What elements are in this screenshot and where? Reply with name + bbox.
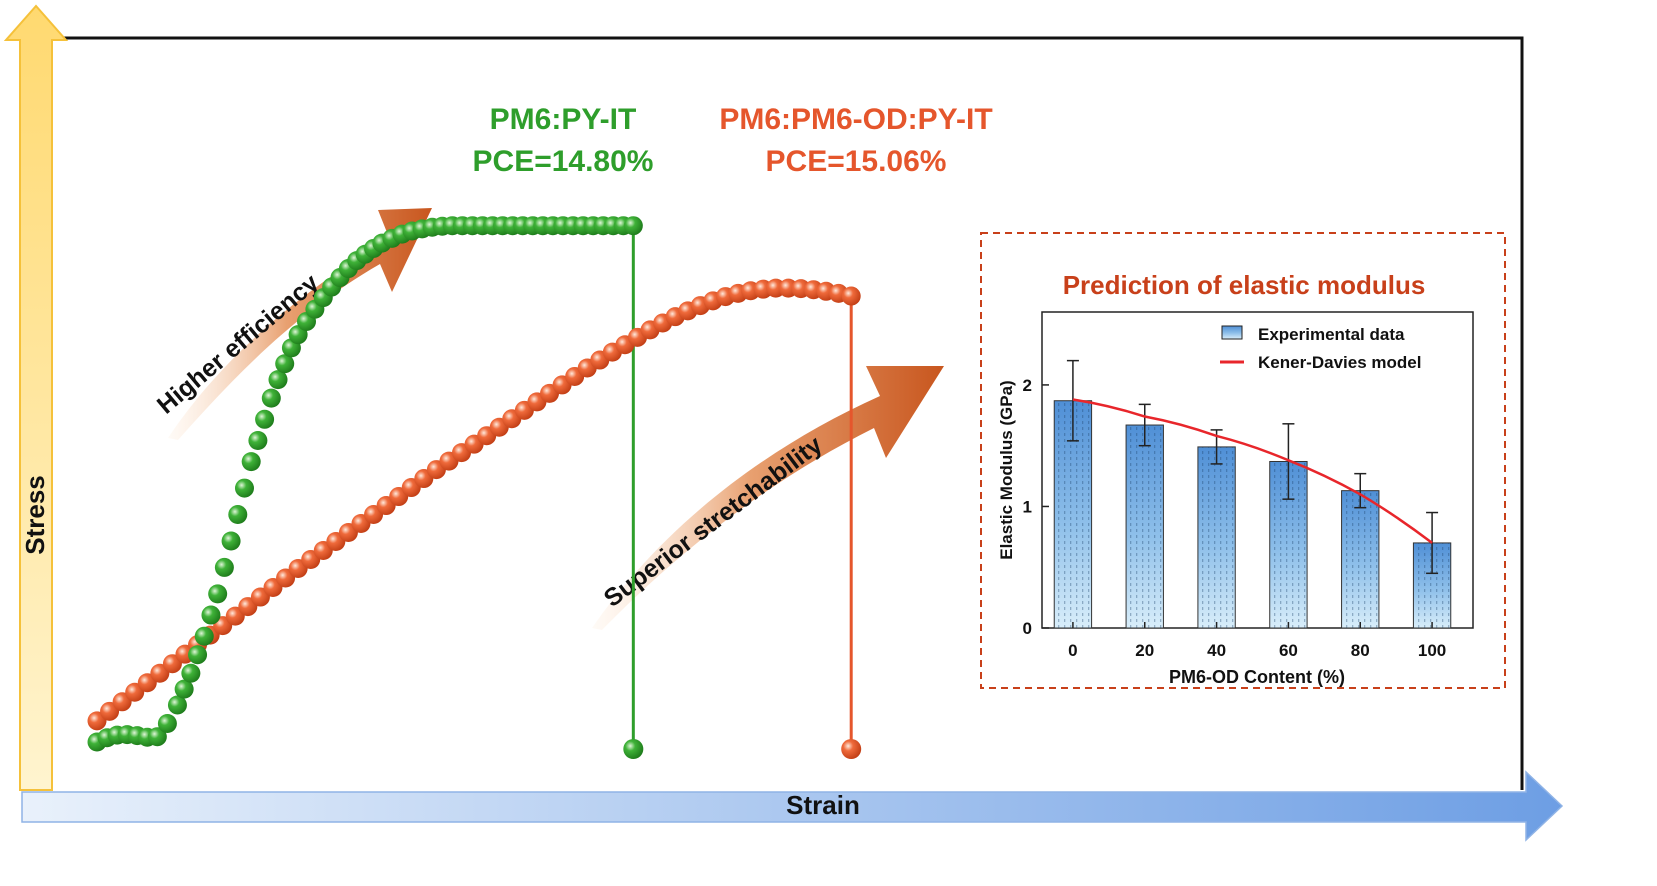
strain-axis-label: Strain	[786, 790, 860, 820]
break-point-pm6-pm6-od-py-it	[841, 739, 862, 759]
inset-legend: Experimental data Kener-Davies model	[1220, 325, 1421, 372]
legend-bar-label: Experimental data	[1258, 325, 1405, 344]
stress-axis-label: Stress	[20, 475, 50, 555]
series-name-pm6-pm6-od-py-it: PM6:PM6-OD:PY-IT	[719, 103, 992, 136]
data-point-pm6-py-it	[228, 505, 248, 525]
inset-bar-texture	[1126, 425, 1164, 628]
inset-error-bar	[1138, 403, 1151, 447]
inset-error-bar	[1354, 472, 1367, 509]
inset-x-tick-label: 0	[1068, 641, 1077, 660]
data-point-pm6-py-it	[214, 557, 234, 577]
break-point-pm6-py-it	[623, 739, 644, 759]
data-point-pm6-py-it	[167, 695, 187, 715]
inset-y-tick-label: 2	[1023, 376, 1032, 395]
data-point-pm6-py-it	[248, 430, 268, 450]
data-point-pm6-pm6-od-py-it	[841, 286, 861, 306]
inset-y-tick-label: 0	[1023, 619, 1032, 638]
inset-x-tick-label: 40	[1207, 641, 1226, 660]
plot-frame	[58, 36, 1524, 790]
inset-x-tick-label: 60	[1279, 641, 1298, 660]
inset-x-axis-label: PM6-OD Content (%)	[1169, 667, 1345, 687]
inset-x-tick-label: 100	[1418, 641, 1446, 660]
higher-efficiency-arrow	[168, 208, 432, 440]
data-point-pm6-py-it	[261, 388, 281, 408]
inset-bar-texture	[1341, 490, 1379, 628]
inset-bar-texture	[1197, 446, 1236, 628]
superior-stretchability-arrow	[592, 366, 944, 630]
data-point-pm6-py-it	[188, 645, 208, 665]
data-point-pm6-py-it	[221, 531, 241, 551]
data-point-pm6-py-it	[255, 409, 275, 429]
inset-model-line	[1072, 398, 1433, 544]
data-point-pm6-py-it	[275, 354, 295, 374]
strain-axis-arrow	[21, 770, 1564, 842]
inset-title: Prediction of elastic modulus	[1063, 270, 1426, 300]
series-pce-pm6-py-it: PCE=14.80%	[473, 145, 654, 178]
inset-axes-box	[1041, 311, 1474, 629]
legend-bar-swatch	[1221, 325, 1243, 340]
data-point-pm6-py-it	[234, 478, 254, 498]
data-point-pm6-py-it	[208, 584, 228, 604]
data-point-pm6-py-it	[147, 727, 167, 747]
data-point-pm6-py-it	[174, 679, 194, 699]
data-point-pm6-py-it	[157, 713, 177, 733]
data-point-pm6-py-it	[623, 216, 643, 236]
series-name-pm6-py-it: PM6:PY-IT	[490, 103, 637, 136]
inset-x-tick-label: 20	[1135, 641, 1154, 660]
series-pce-pm6-pm6-od-py-it: PCE=15.06%	[766, 145, 947, 178]
inset-y-axis-label: Elastic Modulus (GPa)	[997, 380, 1016, 559]
series-pm6-pm6-od-py-it	[87, 278, 861, 731]
data-point-pm6-py-it	[194, 626, 214, 646]
inset-x-tick-label: 80	[1351, 641, 1370, 660]
data-point-pm6-py-it	[181, 663, 201, 683]
stress-axis-arrow	[3, 4, 69, 791]
data-point-pm6-py-it	[268, 370, 288, 390]
series-pm6-py-it	[87, 216, 643, 752]
data-point-pm6-py-it	[241, 452, 261, 472]
legend-line-label: Kener-Davies model	[1258, 353, 1421, 372]
inset-y-tick-label: 1	[1023, 497, 1032, 516]
data-point-pm6-py-it	[201, 605, 221, 625]
